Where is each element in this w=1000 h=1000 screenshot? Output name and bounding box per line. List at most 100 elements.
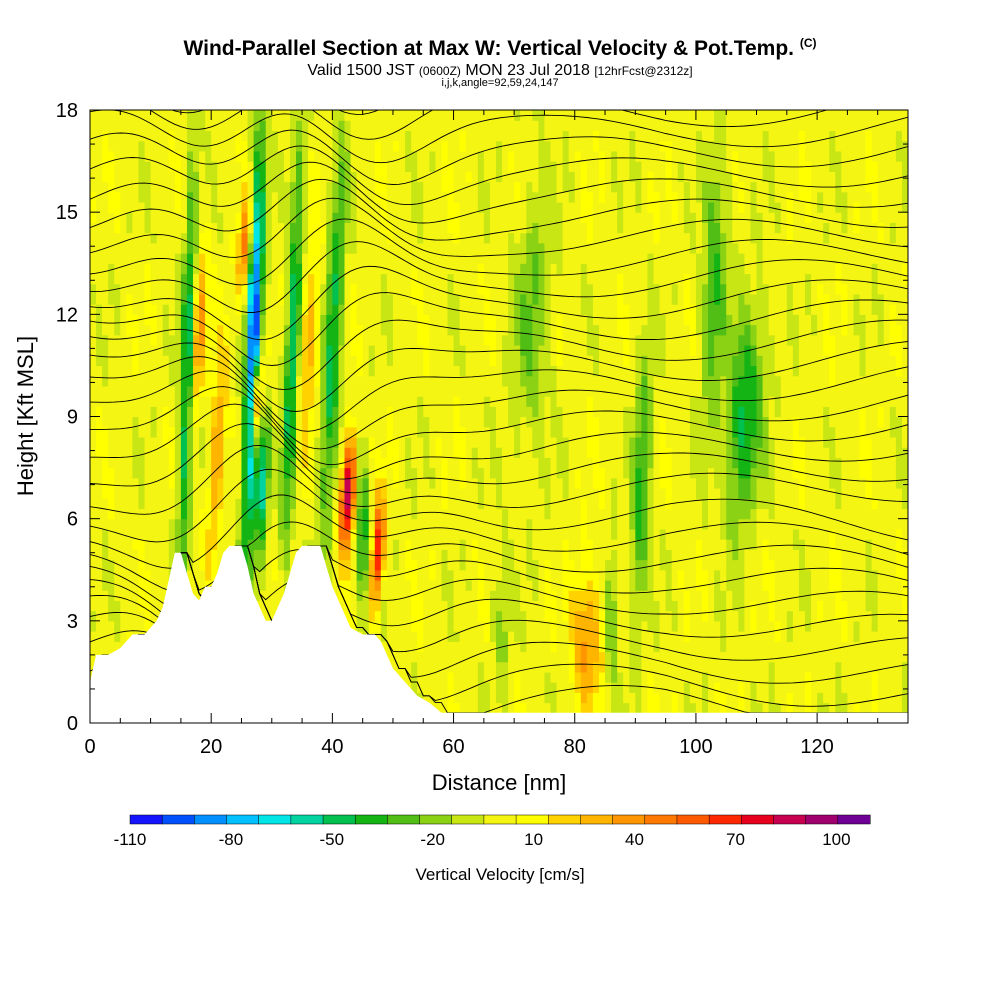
heatmap-cell xyxy=(435,498,443,510)
heatmap-cell xyxy=(562,344,570,356)
heatmap-cell xyxy=(326,518,333,530)
heatmap-cell xyxy=(90,641,97,653)
heatmap-cell xyxy=(901,406,908,418)
heatmap-cell xyxy=(671,610,679,622)
heatmap-cell xyxy=(435,590,443,601)
heatmap-cell xyxy=(659,539,667,550)
heatmap-cell xyxy=(556,498,564,510)
heatmap-cell xyxy=(96,518,103,530)
heatmap-cell xyxy=(780,498,788,510)
heatmap-cell xyxy=(156,385,164,397)
heatmap-cell xyxy=(671,620,679,632)
heatmap-cell xyxy=(126,406,134,418)
heatmap-cell xyxy=(883,579,891,591)
heatmap-cell xyxy=(683,385,691,397)
heatmap-cell xyxy=(744,385,752,397)
heatmap-cell xyxy=(859,641,867,653)
heatmap-cell xyxy=(380,569,388,581)
heatmap-cell xyxy=(653,457,661,469)
heatmap-cell xyxy=(90,651,97,663)
heatmap-cell xyxy=(701,549,709,561)
heatmap-cell xyxy=(847,355,855,367)
heatmap-cell xyxy=(623,600,630,612)
heatmap-cell xyxy=(126,447,134,458)
heatmap-cell xyxy=(435,355,443,367)
heatmap-cell xyxy=(708,518,715,530)
heatmap-cell xyxy=(756,549,764,561)
heatmap-cell xyxy=(211,457,218,469)
heatmap-cell xyxy=(399,344,406,356)
heatmap-cell xyxy=(344,610,352,622)
heatmap-cell xyxy=(502,559,509,571)
heatmap-cell xyxy=(817,549,824,561)
heatmap-cell xyxy=(441,651,449,663)
heatmap-cell xyxy=(695,620,703,632)
heatmap-cell xyxy=(417,590,424,601)
heatmap-cell xyxy=(526,447,533,458)
heatmap-cell xyxy=(495,631,503,642)
heatmap-cell xyxy=(338,344,346,356)
heatmap-cell xyxy=(871,671,879,683)
heatmap-cell xyxy=(756,671,764,683)
heatmap-cell xyxy=(138,396,146,407)
heatmap-cell xyxy=(835,406,842,418)
heatmap-cell xyxy=(126,508,134,520)
heatmap-cell xyxy=(126,518,134,530)
heatmap-cell xyxy=(647,447,655,458)
heatmap-cell xyxy=(120,508,127,520)
heatmap-cell xyxy=(756,610,764,622)
heatmap-cell xyxy=(520,590,527,601)
heatmap-cell xyxy=(241,477,249,489)
heatmap-cell xyxy=(901,641,908,653)
heatmap-cell xyxy=(380,528,388,540)
heatmap-cell xyxy=(556,355,564,367)
heatmap-cell xyxy=(114,498,121,510)
heatmap-cell xyxy=(568,600,576,612)
heatmap-cell xyxy=(653,682,661,693)
valid-prefix: Valid 1500 JST xyxy=(307,62,415,79)
heatmap-cell xyxy=(889,457,897,469)
heatmap-cell xyxy=(96,559,103,571)
heatmap-cell xyxy=(677,344,685,356)
heatmap-cell xyxy=(235,518,243,530)
heatmap-cell xyxy=(562,539,570,550)
heatmap-cell xyxy=(598,416,606,428)
heatmap-cell xyxy=(380,600,388,612)
heatmap-cell xyxy=(617,600,624,612)
heatmap-cell xyxy=(144,620,152,632)
heatmap-cell xyxy=(332,355,340,367)
heatmap-cell xyxy=(380,406,388,418)
heatmap-cell xyxy=(859,457,867,469)
heatmap-cell xyxy=(762,569,770,581)
heatmap-cell xyxy=(750,467,758,479)
heatmap-cell xyxy=(592,498,600,510)
heatmap-cell xyxy=(90,631,97,642)
heatmap-cell xyxy=(677,631,685,642)
heatmap-cell xyxy=(701,671,709,683)
heatmap-cell xyxy=(489,631,497,642)
heatmap-cell xyxy=(877,590,885,601)
heatmap-cell xyxy=(465,569,473,581)
heatmap-cell xyxy=(508,682,515,693)
heatmap-cell xyxy=(792,457,800,469)
heatmap-cell xyxy=(841,498,849,510)
heatmap-cell xyxy=(871,661,879,673)
heatmap-cell xyxy=(526,355,533,367)
heatmap-cell xyxy=(453,641,461,653)
heatmap-cell xyxy=(556,447,564,458)
heatmap-cell xyxy=(495,559,503,571)
heatmap-cell xyxy=(732,579,739,591)
heatmap-cell xyxy=(811,631,818,642)
heatmap-cell xyxy=(132,518,140,530)
heatmap-cell xyxy=(871,365,879,377)
heatmap-cell xyxy=(199,426,206,438)
heatmap-cell xyxy=(738,477,745,489)
heatmap-cell xyxy=(738,651,745,663)
heatmap-cell xyxy=(701,355,709,367)
heatmap-cell xyxy=(641,447,649,458)
heatmap-cell xyxy=(374,457,382,469)
heatmap-cell xyxy=(162,436,170,448)
heatmap-cell xyxy=(762,426,770,438)
heatmap-cell xyxy=(659,436,667,448)
heatmap-cell xyxy=(623,641,630,653)
